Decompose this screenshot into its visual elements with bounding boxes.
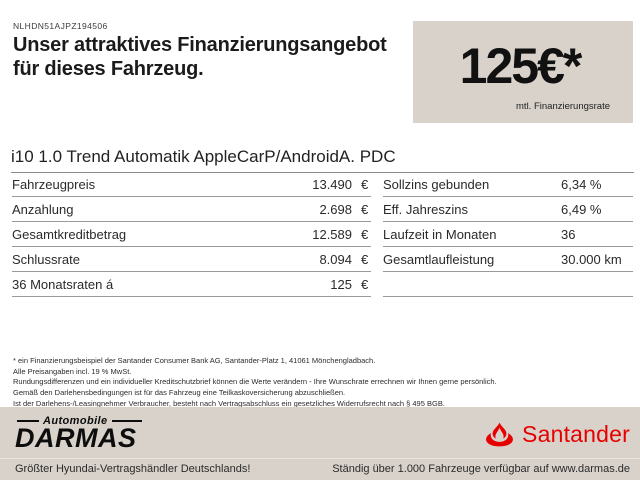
headline-line-1: Unser attraktives Finanzierungsangebot [13,34,387,56]
dealer-tagline: Größter Hyundai-Vertragshändler Deutschl… [15,463,251,475]
footer-strip: Automobile DARMAS Größter Hyundai-Vertra… [0,407,640,480]
row-value: 2.698 [319,202,352,217]
row-value: 6,49 % [561,202,602,217]
financing-table-right: Sollzins gebunden 6,34 % Eff. Jahreszins… [383,172,633,297]
row-label: Anzahlung [12,202,74,217]
row-unit: € [361,252,369,267]
table-row: Sollzins gebunden 6,34 % [383,172,633,197]
row-value: 6,34 % [561,177,602,192]
row-label: Schlussrate [12,252,80,267]
fine-print-line: Ist der Darlehens-/Leasingnehmer Verbrau… [13,398,445,408]
darmas-logo: Automobile DARMAS [15,415,142,453]
table-row: Gesamtkreditbetrag 12.589 € [12,222,371,247]
table-row: 36 Monatsraten á 125 € [12,272,371,297]
logo-dash-left [17,420,39,422]
row-unit: € [361,227,369,242]
table-row: Schlussrate 8.094 € [12,247,371,272]
row-value: 125 [330,277,352,292]
row-label: Sollzins gebunden [383,177,490,192]
vin-number: NLHDN51AJPZ194506 [13,21,108,31]
darmas-logo-wordmark: DARMAS [15,423,137,453]
monthly-rate-caption: mtl. Finanzierungsrate [516,101,610,112]
row-value: 36 [561,227,576,242]
logo-dash-right [111,420,142,422]
table-row-empty [383,272,633,297]
row-value: 12.589 [312,227,352,242]
santander-logo: Santander [484,421,630,448]
table-row: Gesamtlaufleistung 30.000 km [383,247,633,272]
darmas-logo-word-automobile: Automobile [43,415,108,427]
fine-print-line: Gemäß den Darlehensbedingungen ist für d… [13,388,346,398]
row-label: Gesamtkreditbetrag [12,227,127,242]
row-value: 13.490 [312,177,352,192]
table-row: Anzahlung 2.698 € [12,197,371,222]
row-label: 36 Monatsraten á [12,277,114,292]
table-row: Fahrzeugpreis 13.490 € [12,172,371,197]
row-label: Eff. Jahreszins [383,202,469,217]
santander-flame-icon [486,422,513,447]
row-unit: € [361,177,369,192]
availability-note: Ständig über 1.000 Fahrzeuge verfügbar a… [332,463,630,475]
row-label: Laufzeit in Monaten [383,227,497,242]
santander-wordmark: Santander [522,421,630,447]
vehicle-title: i10 1.0 Trend Automatik AppleCarP/Androi… [11,147,634,173]
fine-print-line: Alle Preisangaben incl. 19 % MwSt. [13,366,132,376]
footer-divider [0,458,640,459]
row-value: 30.000 km [561,252,622,267]
table-row: Laufzeit in Monaten 36 [383,222,633,247]
headline-line-2: für dieses Fahrzeug. [13,57,204,80]
fine-print-line: Rundungsdifferenzen und ein individuelle… [13,377,497,387]
financing-table-left: Fahrzeugpreis 13.490 € Anzahlung 2.698 € G… [12,172,371,297]
row-unit: € [361,202,369,217]
fine-print-line: * ein Finanzierungsbeispiel der Santande… [13,356,376,365]
row-label: Fahrzeugpreis [12,177,96,192]
page-title: Unser attraktives Finanzierungsangebot f… [13,34,387,81]
monthly-rate-badge: 125€* mtl. Finanzierungsrate [413,21,633,123]
row-label: Gesamtlaufleistung [383,252,495,267]
row-unit: € [361,277,369,292]
legal-fine-print: * ein Finanzierungsbeispiel der Santande… [13,356,630,410]
monthly-rate-amount: 125€* [459,38,583,94]
row-value: 8.094 [319,252,352,267]
table-row: Eff. Jahreszins 6,49 % [383,197,633,222]
